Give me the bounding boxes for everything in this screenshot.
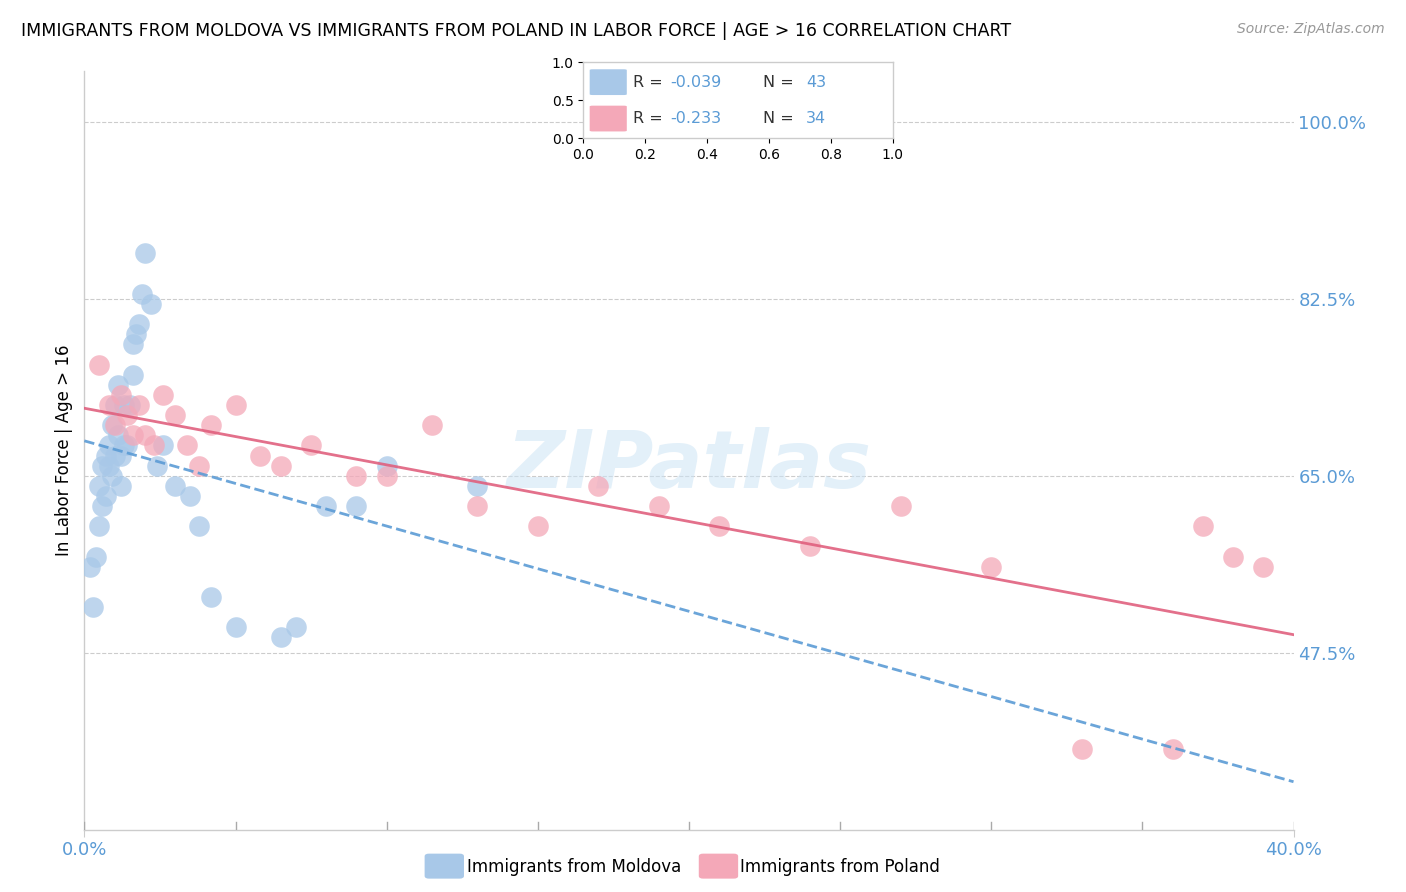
Text: R =: R = bbox=[633, 111, 668, 126]
Point bbox=[225, 620, 247, 634]
Point bbox=[110, 449, 132, 463]
Point bbox=[1071, 741, 1094, 756]
Point bbox=[346, 499, 368, 513]
Point bbox=[112, 398, 135, 412]
Point bbox=[270, 631, 292, 645]
Point bbox=[131, 286, 153, 301]
Point bbox=[799, 540, 821, 554]
Point bbox=[79, 559, 101, 574]
Point bbox=[188, 519, 211, 533]
Text: -0.039: -0.039 bbox=[671, 75, 721, 90]
Point bbox=[249, 449, 271, 463]
Point bbox=[467, 499, 489, 513]
Text: 34: 34 bbox=[806, 111, 827, 126]
Point bbox=[420, 418, 443, 433]
Point bbox=[270, 458, 292, 473]
Point bbox=[121, 337, 143, 351]
Point bbox=[121, 428, 143, 442]
Text: N =: N = bbox=[763, 75, 799, 90]
Point bbox=[104, 449, 127, 463]
Point bbox=[89, 358, 111, 372]
Point bbox=[588, 479, 610, 493]
Point bbox=[527, 519, 550, 533]
Point bbox=[165, 408, 187, 422]
Point bbox=[165, 479, 187, 493]
Text: ZIPatlas: ZIPatlas bbox=[506, 426, 872, 505]
Point bbox=[315, 499, 337, 513]
Point bbox=[890, 499, 912, 513]
Point bbox=[176, 438, 198, 452]
Text: R =: R = bbox=[633, 75, 668, 90]
Y-axis label: In Labor Force | Age > 16: In Labor Force | Age > 16 bbox=[55, 344, 73, 557]
Point bbox=[179, 489, 201, 503]
Point bbox=[200, 590, 222, 604]
Text: Immigrants from Poland: Immigrants from Poland bbox=[740, 858, 939, 876]
FancyBboxPatch shape bbox=[589, 70, 627, 95]
Point bbox=[104, 398, 127, 412]
Text: 43: 43 bbox=[806, 75, 827, 90]
Point bbox=[134, 428, 156, 442]
Point bbox=[97, 398, 120, 412]
Point bbox=[134, 246, 156, 260]
Point bbox=[1161, 741, 1184, 756]
Point bbox=[118, 398, 141, 412]
Point bbox=[115, 438, 138, 452]
Point bbox=[146, 458, 169, 473]
Point bbox=[97, 438, 120, 452]
Text: Source: ZipAtlas.com: Source: ZipAtlas.com bbox=[1237, 22, 1385, 37]
Point bbox=[104, 418, 127, 433]
FancyBboxPatch shape bbox=[589, 105, 627, 131]
Point bbox=[1192, 519, 1215, 533]
Point bbox=[139, 297, 162, 311]
Point bbox=[86, 549, 108, 564]
Point bbox=[121, 368, 143, 382]
Point bbox=[375, 458, 398, 473]
Point bbox=[128, 398, 150, 412]
Point bbox=[128, 317, 150, 331]
Point bbox=[97, 458, 120, 473]
Point bbox=[107, 428, 129, 442]
Point bbox=[91, 458, 114, 473]
Point bbox=[110, 388, 132, 402]
Text: N =: N = bbox=[763, 111, 799, 126]
Point bbox=[91, 499, 114, 513]
Text: Immigrants from Moldova: Immigrants from Moldova bbox=[467, 858, 681, 876]
Point bbox=[142, 438, 165, 452]
Point bbox=[82, 600, 104, 615]
Point bbox=[1253, 559, 1275, 574]
Point bbox=[89, 479, 111, 493]
Point bbox=[709, 519, 731, 533]
Point bbox=[152, 438, 174, 452]
Point bbox=[648, 499, 671, 513]
Point bbox=[115, 408, 138, 422]
Point bbox=[100, 468, 122, 483]
Point bbox=[125, 327, 148, 342]
Point bbox=[467, 479, 489, 493]
Point bbox=[94, 489, 117, 503]
Point bbox=[112, 438, 135, 452]
Point bbox=[375, 468, 398, 483]
Point bbox=[299, 438, 322, 452]
Point bbox=[110, 479, 132, 493]
Point bbox=[94, 449, 117, 463]
Point bbox=[152, 388, 174, 402]
Point bbox=[225, 398, 247, 412]
Point bbox=[100, 418, 122, 433]
Point bbox=[200, 418, 222, 433]
Point bbox=[346, 468, 368, 483]
Point bbox=[188, 458, 211, 473]
Text: -0.233: -0.233 bbox=[671, 111, 721, 126]
Point bbox=[980, 559, 1002, 574]
Text: IMMIGRANTS FROM MOLDOVA VS IMMIGRANTS FROM POLAND IN LABOR FORCE | AGE > 16 CORR: IMMIGRANTS FROM MOLDOVA VS IMMIGRANTS FR… bbox=[21, 22, 1011, 40]
Point bbox=[89, 519, 111, 533]
Point bbox=[107, 377, 129, 392]
Point bbox=[285, 620, 308, 634]
Point bbox=[1222, 549, 1244, 564]
